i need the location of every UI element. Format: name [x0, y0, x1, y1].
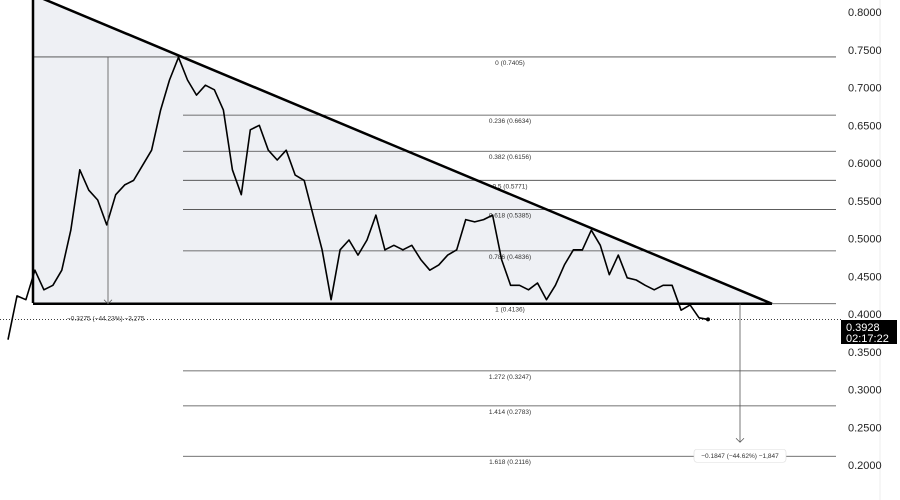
y-tick-label: 0.8000 [848, 7, 882, 19]
arrow-down-icon [103, 299, 113, 305]
y-tick-label: 0.6000 [848, 158, 882, 170]
fib-level-label: 0.786 (0.4836) [489, 254, 531, 261]
price-tag-value: 0.3928 [846, 322, 880, 334]
arrow-down-icon [735, 437, 745, 443]
price-line [7, 56, 709, 340]
last-price-dot [706, 317, 710, 322]
fib-level-label: 0.382 (0.6156) [489, 154, 531, 161]
y-tick-label: 0.2000 [848, 460, 882, 472]
fib-level-label: 1 (0.4136) [495, 307, 525, 314]
fib-level-label: 1.618 (0.2116) [489, 459, 531, 466]
y-tick-label: 0.4000 [848, 309, 882, 321]
fib-level-label: 0 (0.7405) [495, 60, 525, 67]
y-tick-label: 0.3500 [848, 347, 882, 359]
measure-label: −0.3275 (−44.23%) −3,275 [67, 315, 145, 322]
y-tick-label: 0.6500 [848, 120, 882, 132]
fib-level-label: 0.618 (0.5385) [489, 212, 531, 219]
y-tick-label: 0.7500 [848, 45, 882, 57]
measure-label: −0.1847 (−44.62%) −1,847 [701, 453, 779, 460]
triangle-resistance-line [42, 0, 773, 305]
measure-label-box [693, 448, 787, 463]
y-tick-label: 0.5500 [848, 196, 882, 208]
fib-level-label: 1.414 (0.2783) [489, 409, 531, 416]
price-tag-countdown: 02:17:22 [846, 333, 889, 345]
price-tag: 0.3928 02:17:22 [841, 320, 897, 345]
y-tick-label: 0.4500 [848, 271, 882, 283]
y-tick-label: 0.3000 [848, 385, 882, 397]
fib-level-label: 0.5 (0.5771) [492, 183, 527, 190]
y-tick-label: 0.2500 [848, 422, 882, 434]
fib-level-label: 1.272 (0.3247) [489, 374, 531, 381]
y-tick-label: 0.7000 [848, 83, 882, 95]
fib-level-label: 0.236 (0.6634) [489, 118, 531, 125]
y-tick-label: 0.5000 [848, 234, 882, 246]
